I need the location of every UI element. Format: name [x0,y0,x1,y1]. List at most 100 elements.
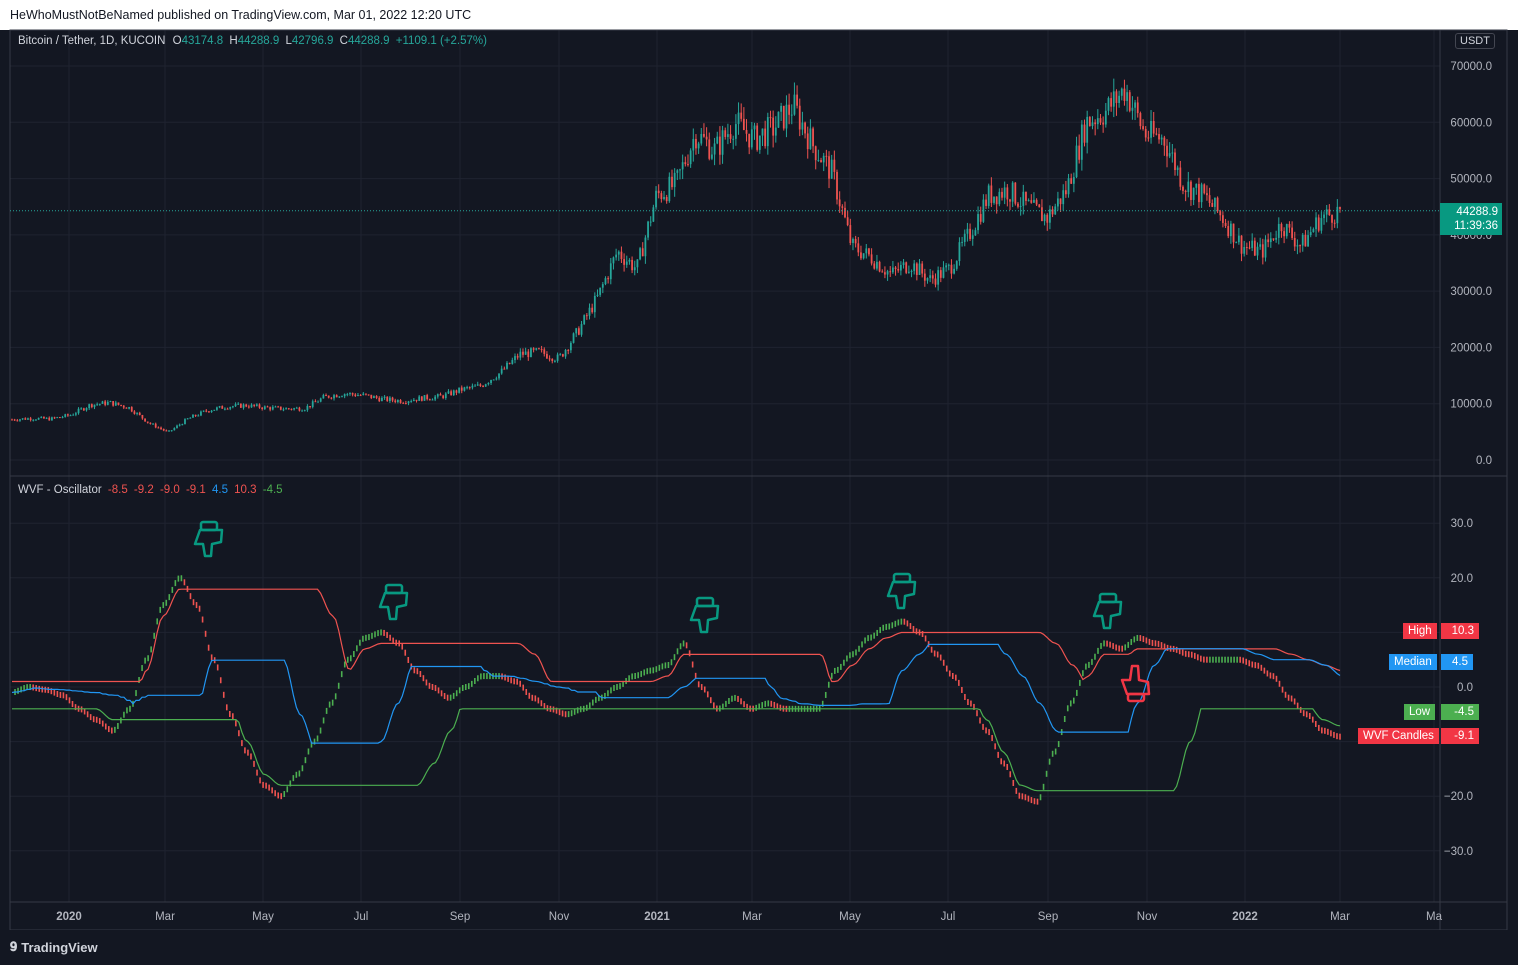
candle-body [777,111,780,128]
candle-body [596,294,599,296]
candle-body [218,406,221,408]
candle-body [588,307,591,316]
candle-body [234,404,237,407]
price-tick-label: 70000.0 [1450,61,1492,73]
candle-body [974,230,977,236]
candle-body [825,155,828,157]
candle-body [1115,91,1118,103]
candle-body [77,408,80,414]
candle-body [1299,245,1301,247]
candle-body [607,278,610,280]
candle-body [184,419,186,425]
candle-body [543,349,546,354]
candle-body [1043,214,1046,222]
candle-body [319,398,322,402]
candle-body [937,270,940,285]
candle-body [1272,238,1275,240]
candle-body [1195,183,1198,188]
candle-body [724,130,727,137]
candle-body [192,414,194,418]
price-tick-label: 60000.0 [1450,117,1492,129]
candle-body [1147,137,1150,139]
candle-body [1123,88,1126,101]
candle-body [11,419,13,421]
candle-body [1269,238,1272,243]
candle-body [1160,137,1163,140]
candle-body [373,396,375,399]
candle-body [846,217,849,226]
candle-body [455,390,458,393]
candle-body [1171,152,1174,154]
candle-body [410,401,413,403]
candle-body [239,403,242,408]
candle-body [43,416,45,419]
candle-body [1054,206,1057,215]
candle-body [564,350,567,357]
time-axis-label: Sep [1038,911,1058,923]
candle-body [929,275,932,279]
tag-wvf-name: WVF Candles [1358,728,1439,744]
currency-button[interactable]: USDT [1455,33,1495,49]
candle-body [524,351,527,355]
candle-body [1248,247,1251,249]
candle-body [1038,204,1041,208]
hand-up-icon [1120,664,1151,703]
candle-body [1056,198,1059,207]
candle-body [1046,214,1049,223]
candle-body [389,397,391,402]
candle-body [383,396,386,398]
candle-body [673,172,676,188]
candle-body [149,422,152,424]
candle-body [178,424,181,426]
candle-body [655,190,657,208]
candle-body [490,380,492,383]
tag-low-name: Low [1404,704,1436,720]
candle-body [503,368,506,370]
candle-body [806,133,809,150]
candle-body [785,104,788,129]
candle-body [726,134,729,137]
price-tick-label: 30000.0 [1450,286,1492,298]
candle-body [1182,186,1184,191]
candle-body [1325,209,1328,215]
candle-body [1118,95,1121,103]
candle-body [82,408,85,411]
candle-body [886,271,889,275]
candle-body [51,417,53,421]
candle-body [492,379,495,381]
candle-body [104,401,107,405]
candle-body [306,405,309,411]
price-candles [11,78,1341,432]
candle-body [189,417,192,419]
candle-body [734,124,737,139]
candle-body [1067,178,1070,195]
time-axis-label: 2021 [644,911,670,923]
candle-body [221,406,224,409]
candle-body [32,419,35,421]
candle-body [1009,199,1011,202]
candle-body [1104,110,1107,125]
candle-body [599,287,602,295]
candle-body [1190,181,1192,200]
candle-body [511,360,514,364]
osc-legend-value: -9.2 [130,484,154,496]
candle-body [894,267,897,269]
candle-body [774,127,777,136]
osc-legend-value: -9.0 [156,484,180,496]
candle-body [176,425,178,429]
oscillator-legend[interactable]: WVF - Oscillator -8.5 -9.2 -9.0 -9.1 4.5… [18,484,283,496]
candle-body [130,407,133,412]
candle-body [519,351,522,358]
candle-body [753,125,756,130]
candle-body [889,271,892,273]
price-legend[interactable]: Bitcoin / Tether, 1D, KUCOIN O43174.8 H4… [18,35,487,47]
candle-body [202,410,205,412]
candle-body [1211,202,1214,207]
candle-body [788,104,791,115]
candle-body [152,423,154,425]
candle-body [59,417,61,419]
candle-body [1107,98,1110,111]
candle-body [479,384,482,386]
candle-body [955,261,958,269]
